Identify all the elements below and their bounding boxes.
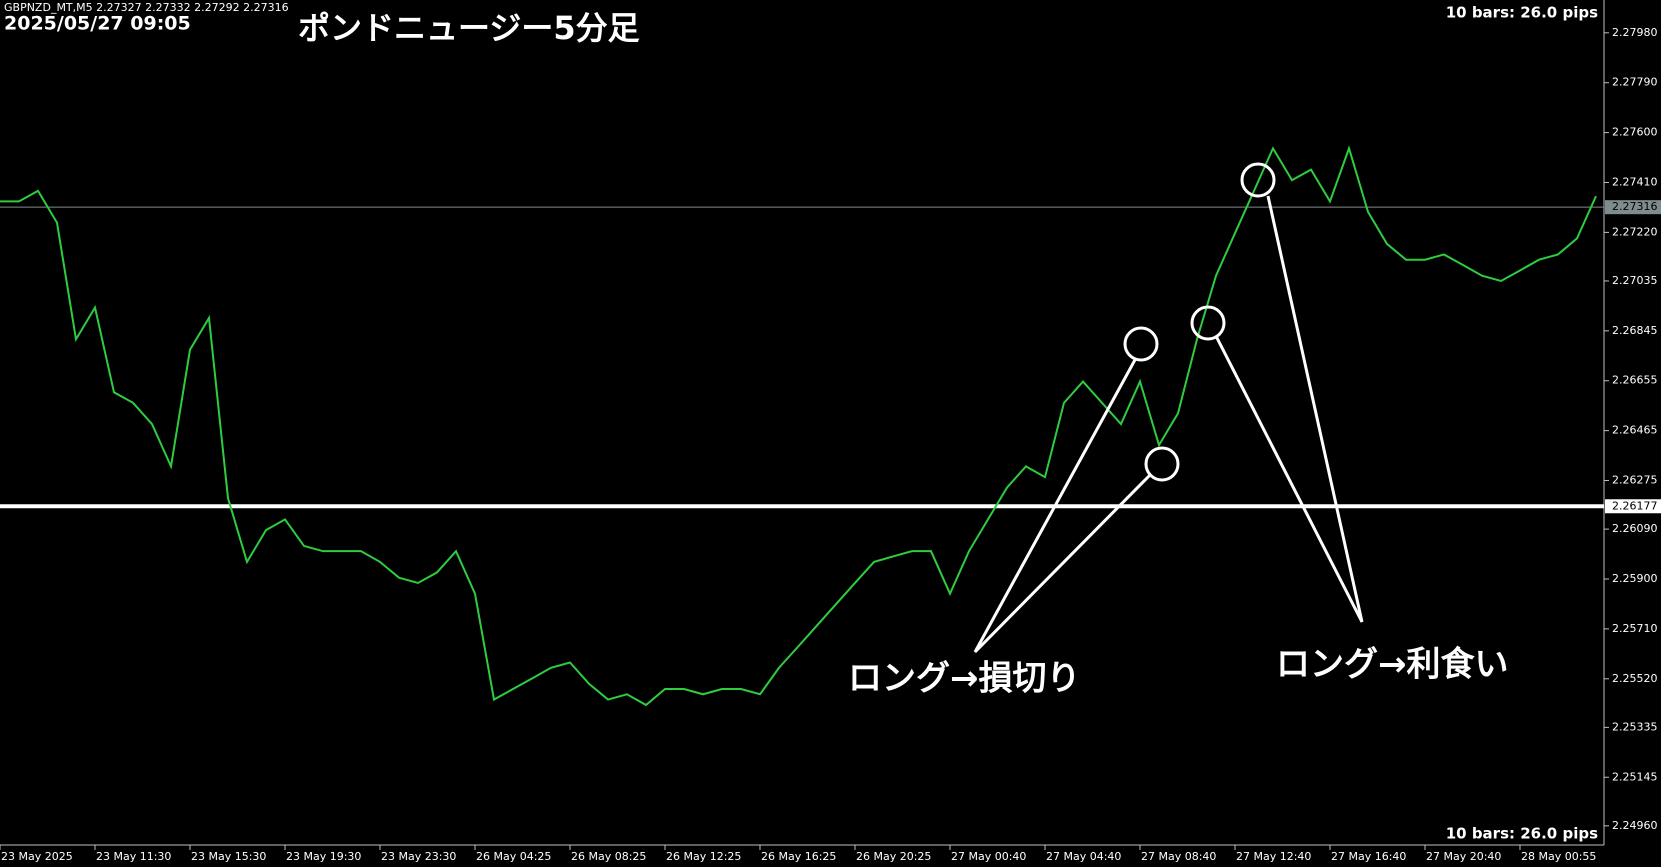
info: 10 bars: 26.0 pips <box>1446 825 1598 843</box>
circle <box>1240 162 1276 198</box>
x-tick-label: 23 May 19:30 <box>286 850 361 863</box>
y-tick-label: 2.26845 <box>1612 324 1658 337</box>
x-tick-label: 28 May 00:55 <box>1521 850 1596 863</box>
circle <box>1190 305 1226 341</box>
x-tick-label: 27 May 16:40 <box>1331 850 1406 863</box>
x-tick-label: 23 May 15:30 <box>191 850 266 863</box>
y-tick-label: 2.27035 <box>1612 274 1658 287</box>
symbol-header: GBPNZD_MT,M5 2.27327 2.27332 2.27292 2.2… <box>4 1 289 14</box>
y-tick-label: 2.25145 <box>1612 770 1658 783</box>
x-tick-label: 23 May 11:30 <box>96 850 171 863</box>
x-tick-label: 27 May 08:40 <box>1141 850 1216 863</box>
circle <box>1144 446 1180 482</box>
y-tick-label: 2.26275 <box>1612 474 1658 487</box>
x-tick-label: 27 May 04:40 <box>1046 850 1121 863</box>
x-tick-label: 27 May 12:40 <box>1236 850 1311 863</box>
x-tick-label: 23 May 23:30 <box>381 850 456 863</box>
y-tick-label: 2.26465 <box>1612 424 1658 437</box>
annotation-marks <box>973 162 1364 654</box>
info: 10 bars: 26.0 pips <box>1446 4 1598 22</box>
y-tick-label: 2.26090 <box>1612 522 1658 535</box>
y-tick-label: 2.26655 <box>1612 374 1658 387</box>
datetime: 2025/05/27 09:05 <box>4 13 191 35</box>
annotation: ロング→損切り <box>848 659 1081 699</box>
x-tick-label: 27 May 20:40 <box>1426 850 1501 863</box>
x-tick-label: 26 May 08:25 <box>571 850 646 863</box>
y-tick-label: 2.25520 <box>1612 672 1658 685</box>
level-label: 2.26177 <box>1612 499 1658 512</box>
arrow <box>1214 195 1364 623</box>
chart-title: ポンドニュージー5分足 <box>298 9 640 47</box>
price-line <box>0 145 1597 707</box>
x-tick-label: 26 May 16:25 <box>761 850 836 863</box>
y-tick-label: 2.27410 <box>1612 175 1658 188</box>
x-tick-label: 27 May 00:40 <box>951 850 1026 863</box>
y-tick-label: 2.24960 <box>1612 819 1658 832</box>
level-label: 2.27316 <box>1612 200 1658 213</box>
y-tick-label: 2.25710 <box>1612 622 1658 635</box>
x-tick-label: 23 May 2025 <box>1 850 73 863</box>
y-tick-label: 2.27980 <box>1612 26 1658 39</box>
y-tick-label: 2.25900 <box>1612 572 1658 585</box>
arrow <box>973 357 1152 654</box>
annotation: ロング→利食い <box>1276 645 1509 685</box>
circle <box>1123 326 1159 362</box>
x-tick-label: 26 May 20:25 <box>856 850 931 863</box>
x-tick-label: 26 May 12:25 <box>666 850 741 863</box>
x-tick-label: 26 May 04:25 <box>476 850 551 863</box>
y-tick-label: 2.27790 <box>1612 76 1658 89</box>
level-tag <box>1605 200 1661 215</box>
y-tick-label: 2.27220 <box>1612 225 1658 238</box>
y-tick-label: 2.25335 <box>1612 720 1658 733</box>
y-tick-label: 2.27600 <box>1612 126 1658 139</box>
level-tag <box>1605 499 1661 514</box>
